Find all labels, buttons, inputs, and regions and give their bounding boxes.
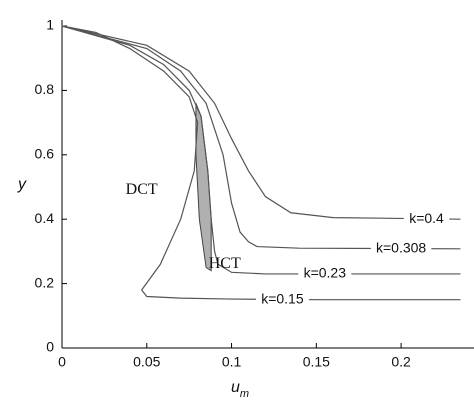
line-series	[61, 25, 461, 301]
annotation: DCT	[126, 181, 158, 198]
label-bg	[403, 210, 450, 229]
x-tick-label: 0	[58, 354, 66, 370]
x-tick-label: 0.05	[133, 354, 160, 370]
x-tick-label: 0.15	[303, 354, 330, 370]
y-axis-label: y	[17, 176, 27, 193]
x-tick-label: 0.1	[222, 354, 242, 370]
x-axis-label-sub: m	[240, 388, 249, 400]
line-series	[61, 25, 461, 275]
label-bg	[255, 290, 309, 309]
series-label: k=0.23	[304, 265, 347, 281]
line-series	[61, 25, 461, 250]
y-tick-label: 0.4	[35, 210, 55, 226]
y-tick-label: 0	[46, 339, 54, 355]
line-series	[61, 25, 461, 220]
x-axis-label-main: u	[231, 379, 240, 396]
y-tick-label: 0.8	[35, 81, 55, 97]
annotation: HCT	[209, 255, 241, 272]
y-tick-label: 0.6	[35, 146, 55, 162]
series-label: k=0.4	[409, 210, 444, 226]
x-tick-label: 0.2	[391, 354, 411, 370]
label-bg	[370, 239, 432, 258]
x-axis-label: um	[231, 379, 249, 400]
series-label: k=0.15	[261, 290, 304, 306]
series-label: k=0.308	[376, 240, 426, 256]
label-bg	[298, 264, 352, 283]
y-tick-label: 1	[46, 17, 54, 33]
y-tick-label: 0.2	[35, 274, 55, 290]
